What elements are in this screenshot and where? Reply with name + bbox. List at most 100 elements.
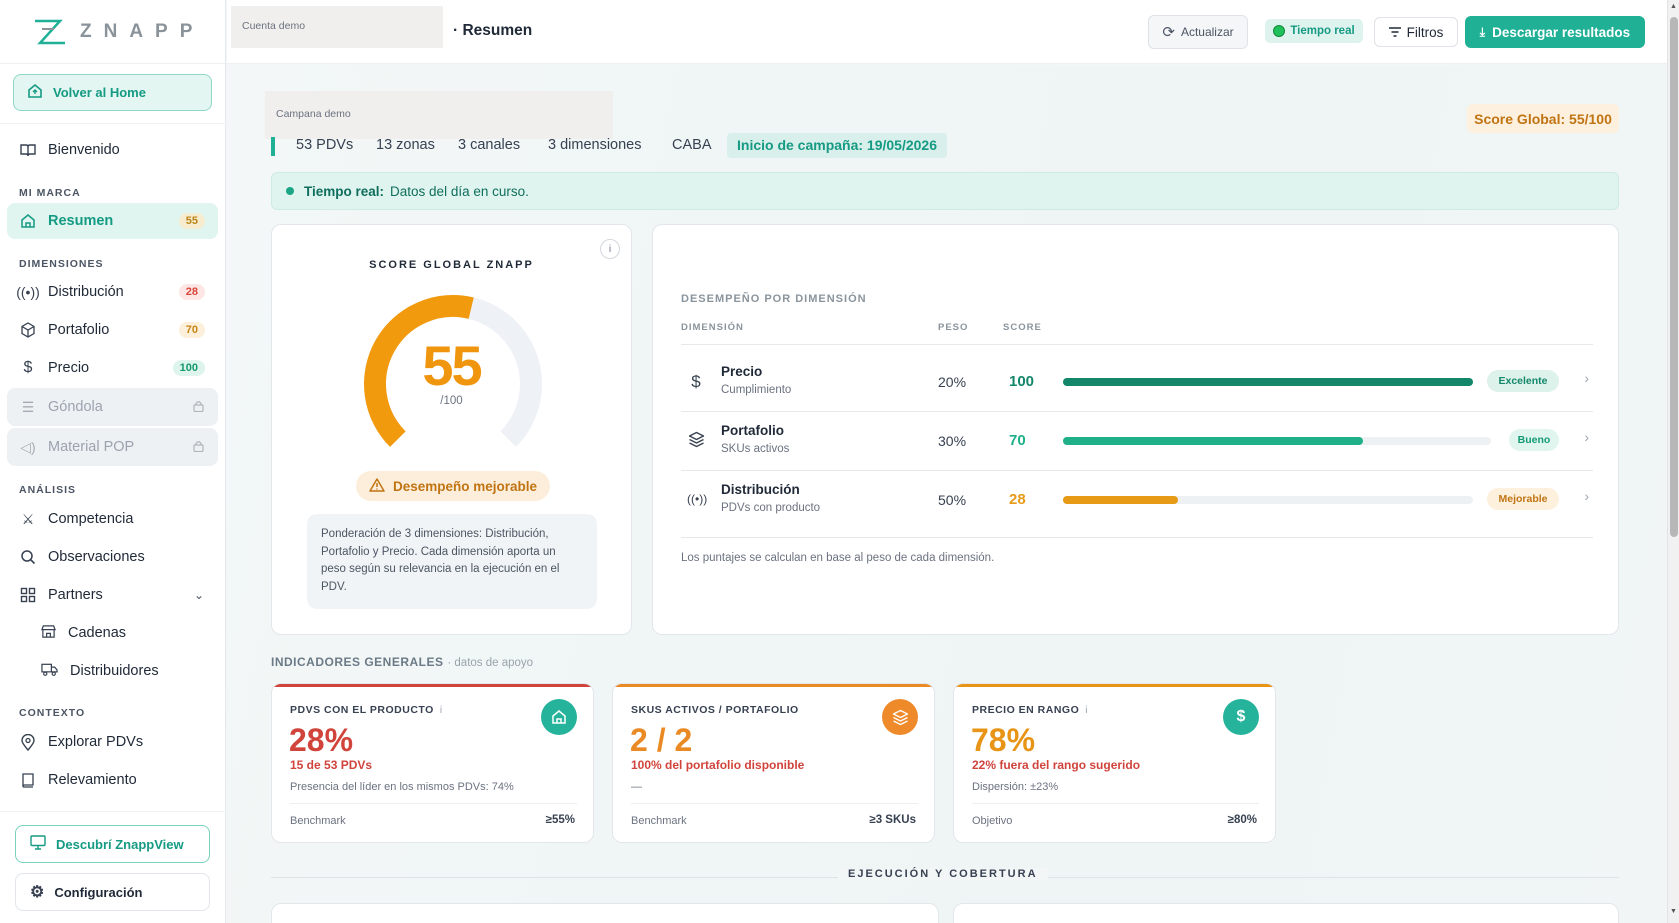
- sidebar-subitem-distribuidores[interactable]: Distribuidores: [41, 655, 159, 687]
- sidebar-item-explorar-pdvs[interactable]: Explorar PDVs: [7, 724, 218, 760]
- sidebar-item-label: Relevamiento: [48, 772, 137, 788]
- broadcast-icon: ((•)): [687, 492, 708, 506]
- dollar-icon: $: [1223, 699, 1259, 735]
- benchmark-label: Benchmark: [631, 815, 687, 827]
- top-bar: Cuenta demo · Resumen ⟳ Actualizar Tiemp…: [227, 0, 1667, 64]
- dimension-row-distribucion[interactable]: ((•)) Distribución PDVs con producto 50%…: [681, 470, 1593, 528]
- indicator-value: 78%: [971, 722, 1036, 758]
- truck-icon: [41, 662, 58, 681]
- indicator-card-pdvs[interactable]: PDVS CON EL PRODUCTO i 28% 15 de 53 PDVs …: [271, 683, 594, 843]
- divider: [290, 803, 577, 804]
- info-icon[interactable]: i: [1085, 705, 1088, 716]
- pin-icon: [20, 733, 36, 751]
- warning-icon: [369, 477, 385, 495]
- realtime-banner-label: Tiempo real:: [304, 183, 385, 199]
- dimension-performance-card: DESEMPEÑO POR DIMENSIÓN DIMENSIÓN PESO S…: [652, 224, 1619, 635]
- back-home-button[interactable]: Volver al Home: [13, 74, 212, 111]
- table-divider: [681, 344, 1593, 345]
- sidebar-item-distribucion[interactable]: ((•)) Distribución 28: [7, 274, 218, 310]
- section-dimensiones: DIMENSIONES: [19, 258, 104, 270]
- download-results-button[interactable]: ⤓ Descargar resultados: [1465, 16, 1645, 48]
- scrollbar-thumb[interactable]: [1670, 17, 1678, 537]
- sidebar-item-precio[interactable]: $ Precio 100: [7, 350, 218, 386]
- realtime-label: Tiempo real: [1290, 25, 1355, 37]
- indicator-value: 28%: [289, 722, 354, 758]
- stat-pdvs: 53 PDVs: [296, 137, 354, 153]
- vertical-scrollbar[interactable]: ▲ ▼: [1667, 0, 1679, 923]
- gauge-title: SCORE GLOBAL ZNAPP: [369, 259, 534, 271]
- dimension-table-title: DESEMPEÑO POR DIMENSIÓN: [681, 293, 867, 305]
- sidebar-item-label: Observaciones: [48, 549, 145, 565]
- indicator-card-skus[interactable]: SKUS ACTIVOS / PORTAFOLIO 2 / 2 100% del…: [612, 683, 935, 843]
- row-divider: [681, 470, 1593, 471]
- sidebar-item-label: Partners: [48, 587, 103, 603]
- indicator-card-precio[interactable]: PRECIO EN RANGO i $ 78% 22% fuera del ran…: [953, 683, 1276, 843]
- indicator-note: Dispersión: ±23%: [972, 781, 1059, 793]
- dimension-sub: SKUs activos: [721, 443, 790, 455]
- score-badge: 28: [178, 284, 205, 300]
- sidebar-item-label: Portafolio: [48, 322, 110, 338]
- column-header-peso: PESO: [938, 322, 969, 333]
- filters-button[interactable]: Filtros: [1374, 17, 1458, 47]
- divider: [631, 803, 918, 804]
- scroll-up-icon[interactable]: ▲: [1670, 3, 1677, 10]
- dollar-icon: $: [691, 372, 701, 391]
- score-badge: 70: [178, 322, 205, 338]
- dimension-row-portafolio[interactable]: Portafolio SKUs activos 30% 70 Bueno ›: [681, 411, 1593, 469]
- campaign-selector[interactable]: Campana demo: [265, 91, 613, 139]
- dimension-row-precio[interactable]: $ Precio Cumplimiento 20% 100 Excelente …: [681, 352, 1593, 410]
- indicator-note: —: [631, 781, 642, 793]
- indicator-note: Presencia del líder en los mismos PDVs: …: [290, 781, 514, 793]
- stat-canales: 3 canales: [458, 137, 521, 153]
- discover-znappview-label: Descubrí ZnappView: [56, 836, 184, 852]
- dimension-name: Distribución: [721, 482, 800, 497]
- realtime-dot-icon: [1273, 25, 1286, 37]
- sidebar-item-partners[interactable]: Partners ⌄: [7, 577, 218, 613]
- realtime-toggle[interactable]: Tiempo real: [1265, 19, 1363, 43]
- benchmark-value: ≥3 SKUs: [869, 814, 916, 826]
- account-selector[interactable]: Cuenta demo: [231, 6, 443, 48]
- benchmark-value: ≥80%: [1227, 814, 1257, 826]
- indicator-label-text: PDVS CON EL PRODUCTO: [290, 704, 434, 716]
- indicator-label: SKUS ACTIVOS / PORTAFOLIO: [631, 704, 799, 716]
- column-header-score: SCORE: [1003, 322, 1042, 333]
- lock-icon: [193, 400, 204, 415]
- sidebar-item-material-pop[interactable]: ◁) Material POP: [7, 428, 218, 466]
- score-bar-fill: [1063, 378, 1473, 386]
- indicators-title-text: INDICADORES GENERALES: [271, 655, 444, 669]
- info-icon[interactable]: i: [600, 239, 620, 259]
- score-bar-fill: [1063, 496, 1178, 504]
- section-analisis: ANÁLISIS: [19, 484, 77, 496]
- sidebar-item-gondola[interactable]: ☰ Góndola: [7, 388, 218, 426]
- swords-icon: ⚔: [21, 510, 35, 527]
- chevron-right-icon: ›: [1584, 370, 1589, 386]
- chevron-right-icon: ›: [1584, 429, 1589, 445]
- sidebar-item-bienvenido[interactable]: Bienvenido: [7, 132, 218, 168]
- refresh-icon: ⟳: [1162, 24, 1175, 41]
- settings-button[interactable]: ⚙ Configuración: [15, 873, 210, 911]
- section-mi-marca: MI MARCA: [19, 187, 81, 199]
- refresh-button[interactable]: ⟳ Actualizar: [1148, 15, 1248, 49]
- monitor-icon: [30, 835, 46, 853]
- sidebar-item-competencia[interactable]: ⚔ Competencia: [7, 501, 218, 537]
- info-icon[interactable]: i: [439, 705, 443, 716]
- benchmark-label: Objetivo: [972, 815, 1013, 827]
- sidebar-item-relevamiento[interactable]: Relevamiento: [7, 762, 218, 798]
- discover-znappview-button[interactable]: Descubrí ZnappView: [15, 825, 210, 863]
- grid-icon: [20, 587, 36, 603]
- logo[interactable]: ZNAPP: [0, 0, 225, 64]
- sidebar-item-portafolio[interactable]: Portafolio 70: [7, 312, 218, 348]
- layers-icon: [687, 431, 705, 453]
- indicator-value: 2 / 2: [630, 722, 693, 758]
- sidebar-subitem-cadenas[interactable]: Cadenas: [41, 617, 126, 649]
- download-icon: ⤓: [1479, 24, 1486, 39]
- znapp-logo-icon: [35, 19, 65, 44]
- scroll-down-icon[interactable]: ▼: [1670, 908, 1677, 915]
- divider: [972, 803, 1259, 804]
- sidebar-item-observaciones[interactable]: Observaciones: [7, 539, 218, 575]
- dimension-name: Precio: [721, 364, 763, 379]
- logo-text: ZNAPP: [80, 20, 205, 42]
- chevron-right-icon: ›: [1584, 488, 1589, 504]
- sidebar-item-resumen[interactable]: Resumen 55: [7, 203, 218, 239]
- book-open-icon: [20, 142, 36, 158]
